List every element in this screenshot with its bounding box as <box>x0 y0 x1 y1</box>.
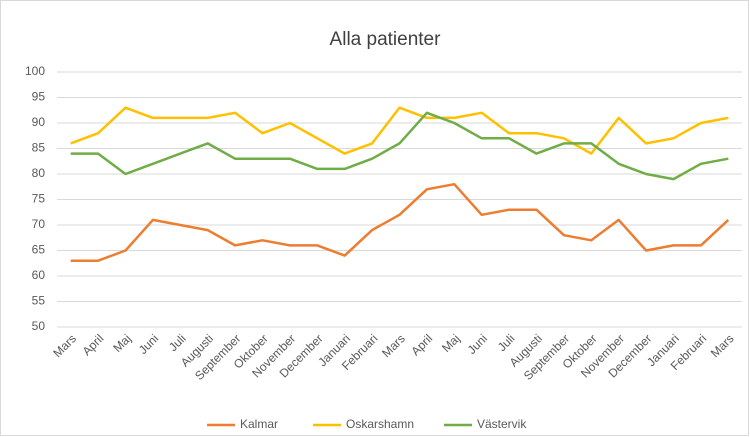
y-tick-label: 60 <box>32 268 46 282</box>
y-tick-label: 85 <box>32 141 46 155</box>
legend-label: Västervik <box>477 417 527 431</box>
y-tick-label: 75 <box>32 192 46 206</box>
y-tick-label: 65 <box>32 243 46 257</box>
y-tick-label: 55 <box>32 294 46 308</box>
line-series <box>70 106 729 155</box>
line-series <box>70 182 730 262</box>
y-tick-label: 50 <box>32 319 46 333</box>
y-tick-label: 70 <box>32 217 46 231</box>
legend-label: Oskarshamn <box>346 417 414 431</box>
legend-label: Kalmar <box>240 417 278 431</box>
chart-title: Alla patienter <box>330 29 442 50</box>
y-tick-label: 90 <box>32 115 46 129</box>
line-series <box>70 111 729 181</box>
y-tick-label: 80 <box>32 166 46 180</box>
y-tick-label: 95 <box>32 90 46 104</box>
y-tick-label: 100 <box>25 64 45 78</box>
